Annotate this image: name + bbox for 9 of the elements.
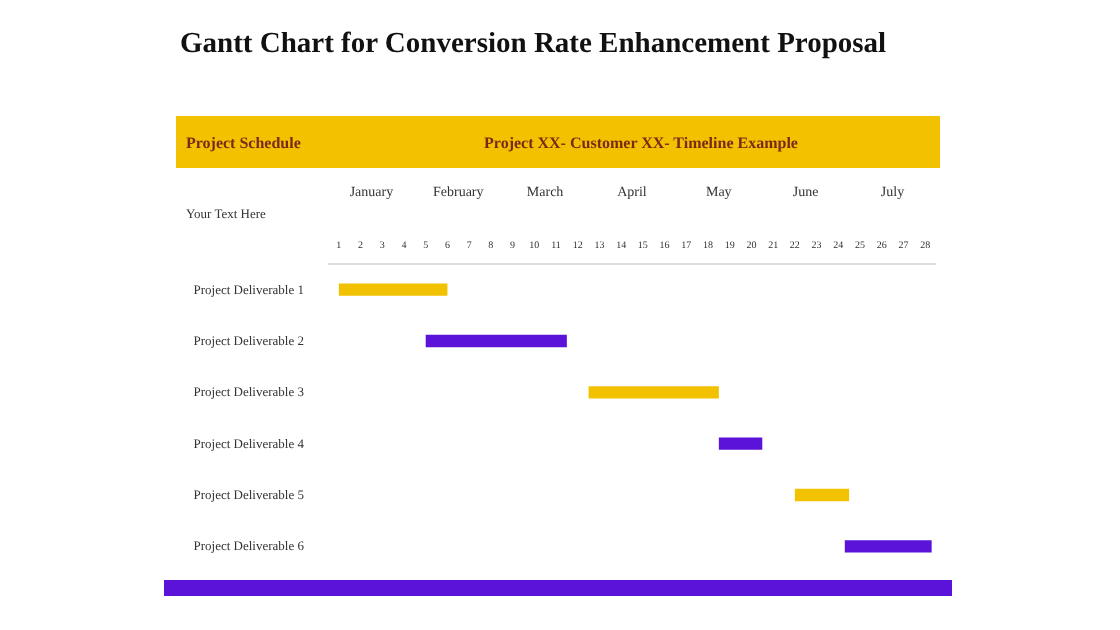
bar [718,437,763,450]
chart-title: Gantt Chart for Conversion Rate Enhancement Proposal [180,28,887,62]
bar [588,386,719,399]
bar [794,488,850,502]
text: Project Schedule [184,133,303,151]
chart-subtitle: Project XX- Customer XX- Timeline Example [482,133,800,151]
bar [425,334,567,348]
bar [338,283,448,296]
bar [844,540,932,553]
